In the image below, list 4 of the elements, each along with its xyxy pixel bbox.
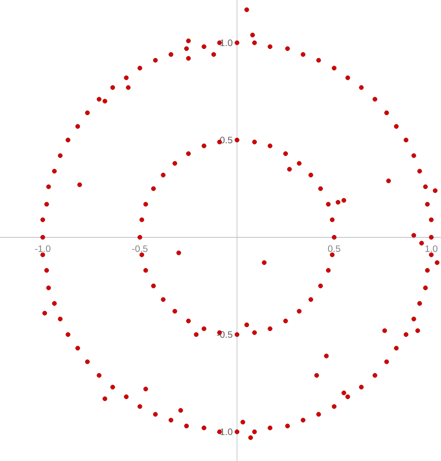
x-tick-label: 0.5: [328, 245, 340, 252]
x-tick-label: -0.5: [132, 245, 148, 252]
x-tick-label: -1.0: [35, 245, 50, 252]
x-tick-label: 1.0: [426, 245, 438, 252]
